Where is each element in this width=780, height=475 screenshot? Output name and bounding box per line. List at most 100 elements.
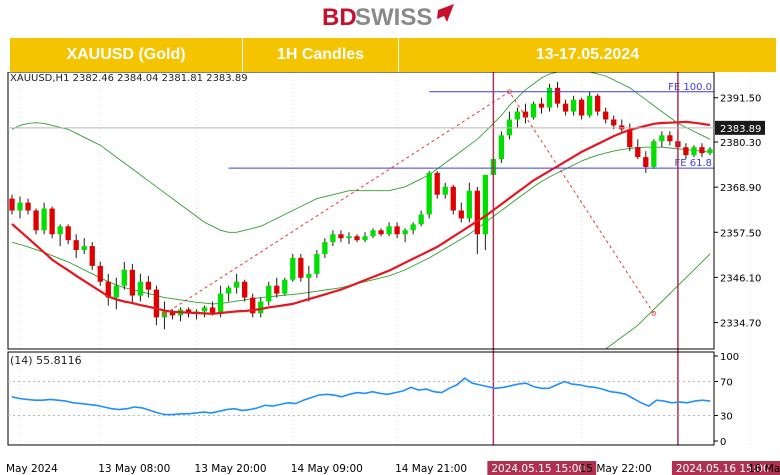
candle xyxy=(234,273,240,294)
candle-body-bull xyxy=(217,293,224,314)
candle-body-bull xyxy=(266,285,272,302)
candle-body-bull xyxy=(546,87,553,108)
candle-body-bear xyxy=(578,99,585,116)
time-tick-label: May 2024 xyxy=(6,463,58,475)
candle-body-bear xyxy=(97,265,103,282)
candle-body-bull xyxy=(402,230,408,235)
time-tick-label: 2024.05.16 15:00 xyxy=(676,463,770,475)
candle-body-bear xyxy=(378,230,384,235)
candle xyxy=(514,107,521,128)
expansion-point xyxy=(651,310,657,316)
candle xyxy=(659,131,665,148)
candle xyxy=(153,285,160,326)
time-tick-label: 2024.05.15 15:00 xyxy=(491,463,585,475)
candle-body-bear xyxy=(73,240,79,251)
price-tick-label: 2368.90 xyxy=(720,183,761,194)
candle-body-bull xyxy=(426,172,432,215)
candle-body-bull xyxy=(346,236,352,239)
candle xyxy=(161,301,168,330)
candle xyxy=(667,131,673,146)
rsi-tick-label: 100 xyxy=(720,352,739,363)
candle-body-bear xyxy=(49,208,55,235)
candle xyxy=(611,115,617,130)
price-tick-label: 2357.50 xyxy=(720,228,761,239)
candle xyxy=(298,254,304,282)
rsi-tick-label: 30 xyxy=(720,412,733,423)
candle-body-bull xyxy=(322,242,328,255)
symbol-title: XAUUSD (Gold) xyxy=(10,38,243,72)
fe-level-label: FE 100.0 xyxy=(668,82,712,93)
price-tick-label: 2334.70 xyxy=(720,318,761,329)
candle-body-bull xyxy=(137,281,144,296)
candle-body-bull xyxy=(707,149,713,154)
candle xyxy=(370,228,376,239)
candle xyxy=(498,131,505,164)
candle xyxy=(530,101,537,120)
header-bar: XAUUSD (Gold) 1H Candles 13-17.05.2024 xyxy=(10,38,776,72)
candle-body-bull xyxy=(386,226,392,235)
candle xyxy=(129,263,135,304)
candle-body-bear xyxy=(683,147,689,156)
rsi-line xyxy=(11,377,711,416)
candle xyxy=(193,309,200,320)
candle xyxy=(81,238,87,255)
candle-body-bull xyxy=(482,174,488,235)
rsi-tick-label: 70 xyxy=(720,378,733,389)
moving-average xyxy=(11,120,711,315)
candle-body-bear xyxy=(595,95,601,112)
candle xyxy=(482,174,488,251)
candle xyxy=(346,232,352,245)
candle-body-bear xyxy=(145,281,152,290)
fe-level-label: FE 61.8 xyxy=(674,158,712,169)
candle-body-bear xyxy=(667,135,673,142)
candle xyxy=(354,234,360,243)
candle xyxy=(466,182,472,223)
candle xyxy=(562,99,569,116)
candle xyxy=(546,83,553,112)
candle xyxy=(242,279,248,302)
candle-body-bull xyxy=(81,246,87,251)
candle xyxy=(418,210,424,227)
candle-body-bull xyxy=(258,301,264,314)
fibonacci-expansion: FE 100.0 FE 61.8 xyxy=(162,82,714,317)
expansion-path xyxy=(164,91,655,315)
candle xyxy=(274,277,280,298)
candle xyxy=(105,273,111,306)
candle xyxy=(73,234,79,258)
candle xyxy=(635,139,641,160)
time-label-highlight xyxy=(487,461,597,475)
axes: 2391.50 2380.30 2368.90 2357.50 2346.10 2334.… xyxy=(6,72,780,475)
candle xyxy=(578,97,585,120)
candle xyxy=(17,196,23,219)
candle xyxy=(434,170,440,199)
candle xyxy=(290,254,296,282)
brand-wordmark-swiss: SWISS xyxy=(355,4,432,31)
candle xyxy=(643,151,649,173)
candle-body-bear xyxy=(394,226,400,235)
candle xyxy=(587,91,593,118)
candle xyxy=(699,143,705,158)
candle-body-bull xyxy=(113,285,119,298)
candle-body-bear xyxy=(89,246,95,266)
candle xyxy=(522,103,529,124)
candle-body-bull xyxy=(362,236,368,241)
candle-body-bear xyxy=(274,285,280,294)
candle-body-bull xyxy=(570,99,577,112)
candle xyxy=(266,281,272,306)
candle xyxy=(306,265,312,302)
candle-body-bull xyxy=(306,273,312,278)
candle-body-bear xyxy=(434,172,440,195)
rsi-label: (14) 55.8116 xyxy=(10,354,82,367)
candle-body-bear xyxy=(522,111,529,118)
candle xyxy=(41,202,47,235)
time-tick-label: 15 May 22:00 xyxy=(580,463,652,475)
candle xyxy=(330,230,336,247)
candle-body-bull xyxy=(370,230,376,237)
candle-body-bull xyxy=(282,279,288,294)
candle xyxy=(570,95,577,116)
rsi-tick-label: 0 xyxy=(720,437,726,448)
candle-body-bull xyxy=(330,234,336,243)
candle xyxy=(402,228,408,243)
candle-body-bull xyxy=(17,202,23,211)
candle-body-bull xyxy=(41,208,47,231)
